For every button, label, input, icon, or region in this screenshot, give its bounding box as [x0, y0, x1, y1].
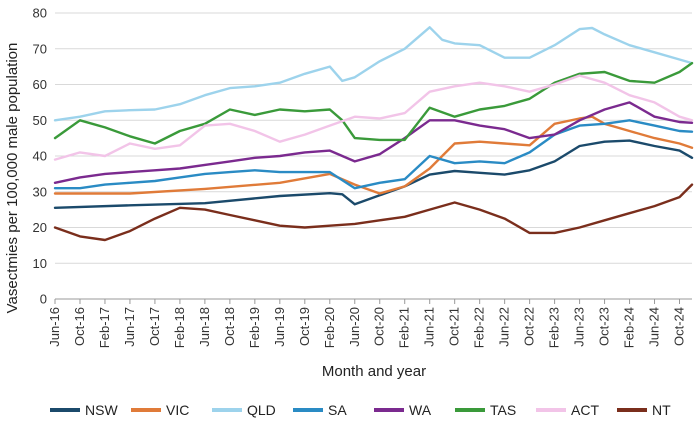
- x-tick-label: Oct-22: [522, 307, 537, 346]
- x-tick-label: Jun-22: [497, 307, 512, 347]
- series-line-tas: [53, 61, 694, 145]
- grid-lines: [55, 12, 692, 264]
- legend-item-vic: VIC: [131, 402, 189, 418]
- x-tick-label: Jun-18: [197, 307, 212, 347]
- legend-item-act: ACT: [536, 402, 599, 418]
- series-line-wa: [53, 101, 694, 185]
- series-line-vic: [53, 115, 694, 195]
- y-tick-label: 10: [33, 256, 47, 271]
- y-tick-label: 40: [33, 149, 47, 164]
- y-tick-label: 30: [33, 184, 47, 199]
- x-tick-label: Feb-24: [622, 307, 637, 348]
- x-tick-label: Oct-21: [447, 307, 462, 346]
- legend-label: WA: [409, 402, 432, 418]
- x-tick-label: Jun-24: [647, 307, 662, 347]
- x-tick-label: Jun-23: [572, 307, 587, 347]
- legend-label: QLD: [247, 402, 276, 418]
- x-tick-label: Feb-19: [247, 307, 262, 348]
- legend-label: NT: [652, 402, 671, 418]
- x-tick-label: Feb-20: [322, 307, 337, 348]
- y-tick-label: 0: [40, 292, 47, 307]
- y-tick-label: 70: [33, 41, 47, 56]
- legend-label: TAS: [490, 402, 516, 418]
- x-tick-label: Jun-16: [47, 307, 62, 347]
- series-line-act: [53, 74, 694, 161]
- legend-label: SA: [328, 402, 347, 418]
- series-lines: [53, 26, 694, 242]
- x-tick-label: Jun-19: [272, 307, 287, 347]
- legend-item-nt: NT: [617, 402, 671, 418]
- x-tick-label: Feb-17: [97, 307, 112, 348]
- y-tick-label: 20: [33, 220, 47, 235]
- series-line-qld: [53, 26, 694, 122]
- x-tick-label: Jun-20: [347, 307, 362, 347]
- legend-label: NSW: [85, 402, 118, 418]
- y-axis-tick-labels: 0 10 20 30 40 50 60 70 80: [33, 6, 47, 307]
- x-tick-label: Feb-21: [397, 307, 412, 348]
- x-tick-label: Oct-16: [72, 307, 87, 346]
- x-tick-label: Oct-19: [297, 307, 312, 346]
- legend-item-nsw: NSW: [50, 402, 118, 418]
- y-tick-label: 80: [33, 6, 47, 21]
- legend: NSW VIC QLD SA WA TAS ACT NT: [50, 402, 671, 418]
- y-axis-title: Vasectmies per 100,000 male population: [4, 43, 21, 314]
- series-line-sa: [53, 119, 694, 190]
- x-axis-tick-labels: Jun-16 Oct-16 Feb-17 Jun-17 Oct-17 Feb-18 Jun-…: [47, 299, 687, 348]
- x-tick-label: Oct-17: [147, 307, 162, 346]
- y-tick-label: 50: [33, 113, 47, 128]
- legend-label: VIC: [166, 402, 189, 418]
- x-tick-label: Oct-20: [372, 307, 387, 346]
- legend-item-sa: SA: [293, 402, 347, 418]
- y-tick-label: 60: [33, 77, 47, 92]
- x-tick-label: Oct-23: [597, 307, 612, 346]
- series-line-nt: [53, 183, 694, 242]
- x-tick-label: Feb-18: [172, 307, 187, 348]
- x-tick-label: Feb-22: [472, 307, 487, 348]
- x-tick-label: Feb-23: [547, 307, 562, 348]
- x-tick-label: Oct-18: [222, 307, 237, 346]
- legend-item-wa: WA: [374, 402, 432, 418]
- series-line-nsw: [53, 139, 694, 210]
- legend-item-qld: QLD: [212, 402, 276, 418]
- legend-item-tas: TAS: [455, 402, 516, 418]
- x-tick-label: Jun-21: [422, 307, 437, 347]
- x-tick-label: Jun-17: [122, 307, 137, 347]
- legend-label: ACT: [571, 402, 599, 418]
- x-tick-label: Oct-24: [672, 307, 687, 346]
- x-axis-title: Month and year: [322, 363, 426, 380]
